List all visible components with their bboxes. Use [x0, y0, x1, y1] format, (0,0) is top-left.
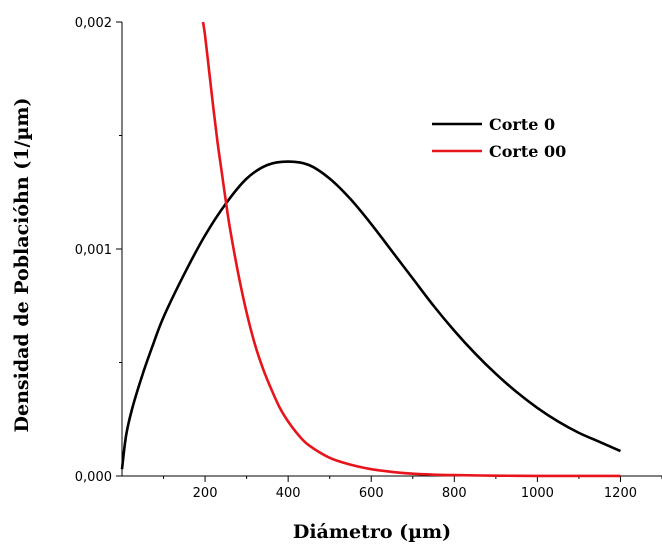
- x-tick-label: 400: [276, 486, 301, 501]
- legend-label-1: Corte 0: [489, 115, 555, 134]
- x-tick-label: 1000: [521, 486, 554, 501]
- legend-label-2: Corte 00: [489, 142, 566, 161]
- x-axis-ticks: 200 400 600 800 1000 1200: [163, 476, 662, 501]
- x-tick-label: 800: [442, 486, 467, 501]
- series-lines: [120, 21, 621, 478]
- series-line-1: [120, 160, 621, 470]
- legend: Corte 0 Corte 00: [432, 115, 566, 161]
- y-tick-label: 0,002: [75, 16, 112, 31]
- x-tick-label: 200: [193, 486, 218, 501]
- series-line-2: [201, 21, 621, 478]
- x-tick-label: 1200: [604, 486, 637, 501]
- y-axis-title: Densidad de Poblacióhn (1/µm): [11, 98, 33, 433]
- y-tick-label: 0,001: [75, 243, 112, 258]
- x-tick-label: 600: [359, 486, 384, 501]
- x-axis-title: Diámetro (µm): [293, 521, 451, 543]
- plot-frame: [121, 22, 662, 477]
- y-axis-ticks: 0,000 0,001 0,002: [75, 16, 122, 485]
- y-tick-label: 0,000: [75, 470, 112, 485]
